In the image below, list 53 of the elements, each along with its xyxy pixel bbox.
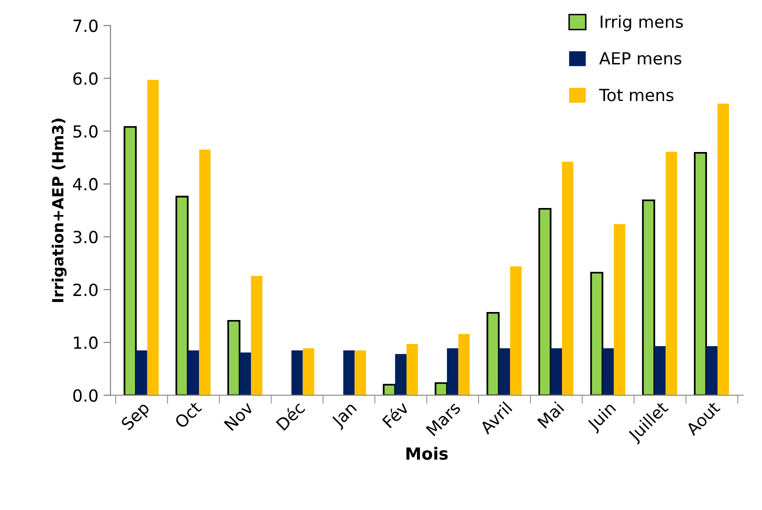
legend-label: Tot mens — [599, 88, 674, 102]
bar — [642, 200, 656, 396]
x-tick-label: Fév — [381, 400, 410, 428]
bar — [486, 312, 500, 396]
y-tick-label: 2.0 — [73, 284, 98, 296]
x-axis-title: Mois — [406, 446, 448, 460]
y-tick-label: 5.0 — [73, 125, 98, 138]
bar — [458, 334, 470, 396]
y-tick-label: 1.0 — [74, 336, 98, 349]
bar — [666, 152, 678, 396]
bar — [434, 382, 448, 396]
bar — [302, 348, 314, 396]
y-tick-label: 7.0 — [74, 19, 98, 32]
bar — [706, 346, 718, 396]
bar — [395, 354, 406, 396]
bar — [498, 348, 510, 396]
legend-label: AEP mens — [599, 52, 682, 65]
bar — [510, 266, 522, 396]
x-tick-label: Jan — [330, 401, 360, 430]
y-tick-label: 3.0 — [73, 230, 98, 244]
bar — [562, 162, 574, 396]
x-tick-label: Nov — [224, 400, 254, 432]
bar — [614, 224, 626, 396]
bar — [199, 150, 211, 396]
bar — [694, 152, 707, 396]
bar — [240, 352, 251, 396]
bar — [175, 196, 189, 396]
x-tick-label: Sep — [120, 400, 152, 433]
bar — [406, 344, 418, 396]
bar — [602, 348, 614, 396]
legend-label: Irrig mens — [600, 15, 683, 32]
bar — [354, 350, 366, 396]
x-tick-label: Déc — [274, 400, 306, 431]
y-tick-label: 4.0 — [72, 178, 98, 191]
bar — [136, 350, 148, 396]
x-tick-label: Oct — [174, 400, 202, 429]
bar — [227, 320, 240, 396]
bar — [590, 272, 604, 396]
bar — [250, 276, 262, 396]
bar — [188, 350, 200, 396]
bar — [718, 104, 729, 396]
bar — [343, 350, 355, 396]
y-tick-label: 0.0 — [73, 389, 98, 402]
x-tick-label: Mai — [536, 401, 564, 429]
bar — [654, 346, 666, 396]
y-axis-title: Irrigation+AEP (Hm3) — [52, 118, 67, 302]
bar — [550, 348, 562, 396]
bar — [124, 126, 137, 396]
y-tick-label: 6.0 — [73, 72, 98, 85]
bar — [291, 350, 303, 396]
bar — [538, 208, 552, 396]
bar — [147, 80, 159, 396]
bar — [446, 348, 458, 396]
